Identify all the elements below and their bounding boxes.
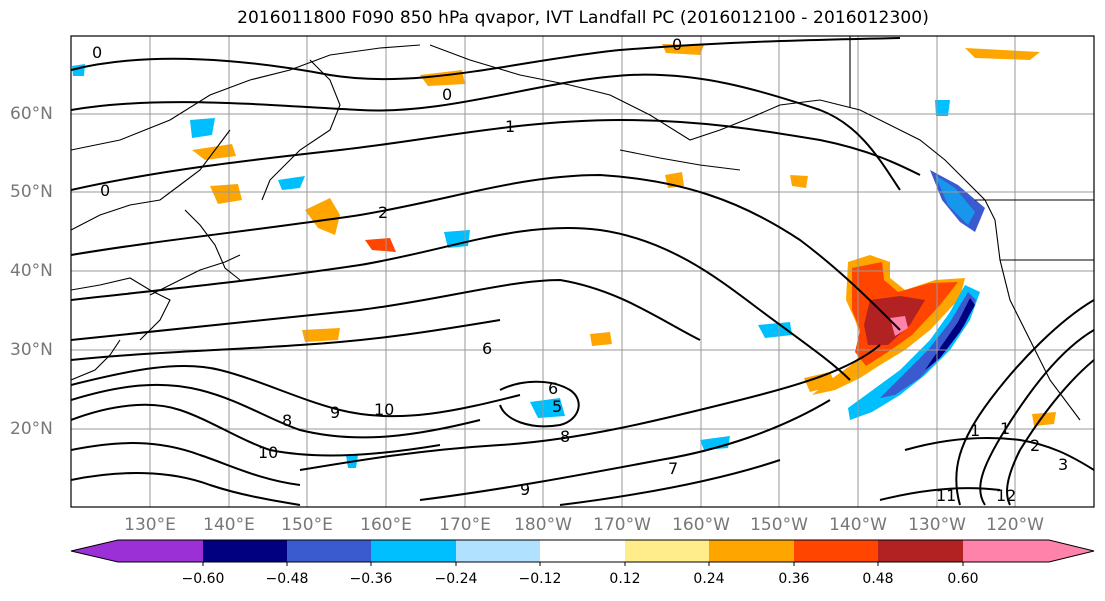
contour-lines [71,37,1094,506]
negative-anomaly-patch [278,176,305,190]
contour-label: 10 [258,443,278,462]
shaded-anomaly-field [72,44,1056,468]
latitude-label: 50°N [10,182,53,202]
map-title: 2016011800 F090 850 hPa qvapor, IVT Land… [237,8,929,28]
positive-anomaly-patch [590,332,612,346]
positive-anomaly-patch [305,198,340,235]
longitude-label: 150°W [750,515,808,535]
longitude-label: 140°W [829,515,887,535]
contour-label: 0 [442,85,452,104]
longitude-label: 160°W [672,515,730,535]
colorbar-tick-label: 0.60 [947,571,979,587]
negative-anomaly-patch [530,398,565,418]
colorbar-segment [371,540,456,562]
positive-anomaly-patch [365,238,396,252]
positive-anomaly-patch [302,328,340,342]
colorbar-segment [456,540,540,562]
contour-label: 12 [996,486,1016,505]
contour-label: 6 [482,339,492,358]
colorbar-tick-label: −0.36 [349,571,393,587]
positive-anomaly-patch [790,175,808,188]
colorbar-tick-label: −0.24 [434,571,478,587]
contour-label: 0 [100,181,110,200]
latitude-label: 30°N [10,340,53,360]
colorbar-segment [963,540,1049,562]
positive-anomaly-patch [210,184,242,204]
latitude-label: 60°N [10,104,53,124]
contour-label: 0 [92,43,102,62]
positive-anomaly-patch [890,316,908,336]
contour-labels: 0 0 0 0 1 1 2 6 8 9 10 10 11 12 1 2 3 5 … [92,35,1068,505]
map-area [71,36,1094,507]
contour-label: 6 [548,379,558,398]
positive-anomaly-patch [804,372,836,392]
contour-label: 1 [1000,419,1010,438]
contour-label: 5 [552,397,562,416]
negative-anomaly-patch [758,322,792,338]
longitude-label: 160°E [360,515,412,535]
negative-anomaly-patch [190,118,215,138]
colorbar-segment [118,540,203,562]
contour-label: 10 [374,400,394,419]
colorbar-segment [625,540,709,562]
longitude-label: 170°W [593,515,651,535]
longitude-label: 180°W [514,515,572,535]
positive-anomaly-patch [965,48,1040,60]
colorbar-outline [70,539,1095,563]
colorbar-extend-min [71,540,118,562]
negative-anomaly-patch [935,175,975,225]
longitude-label: 150°E [281,515,333,535]
colorbar-tick-label: 0.36 [778,571,810,587]
colorbar-segment [878,540,963,562]
colorbar-tick-label: −0.48 [265,571,309,587]
contour-label: 9 [330,403,340,422]
colorbar-segment [709,540,794,562]
colorbar-tick-label: 0.12 [609,571,641,587]
contour-label: 9 [520,480,530,499]
longitude-label: 140°E [203,515,255,535]
negative-anomaly-patch [848,285,980,420]
colorbar-segment [287,540,371,562]
longitude-label: 130°W [908,515,966,535]
coastlines [71,36,1094,421]
contour-label: 1 [505,117,515,136]
longitude-label: 130°E [124,515,176,535]
colorbar [70,539,1095,566]
latitude-label: 20°N [10,419,53,439]
contour-label: 8 [282,411,292,430]
contour-label: 0 [672,35,682,54]
colorbar-tick-label: −0.12 [518,571,562,587]
contour-label: 7 [668,459,678,478]
colorbar-segment [540,540,625,562]
negative-anomaly-patch [880,292,976,398]
map-frame [70,35,1095,508]
contour-label: 1 [970,421,980,440]
colorbar-tick-label: 0.48 [862,571,894,587]
longitude-label: 120°W [986,515,1044,535]
colorbar-tick-label: −0.60 [181,571,225,587]
colorbar-tick-label: 0.24 [693,571,725,587]
contour-label: 8 [560,427,570,446]
negative-anomaly-patch [935,100,950,116]
contour-label: 2 [378,203,388,222]
contour-label: 2 [1030,436,1040,455]
colorbar-segment [203,540,287,562]
contour-label: 11 [936,486,956,505]
longitude-label: 170°E [439,515,491,535]
colorbar-segment [794,540,878,562]
colorbar-extend-max [1049,540,1094,562]
latitude-label: 40°N [10,261,53,281]
contour-label: 3 [1058,455,1068,474]
